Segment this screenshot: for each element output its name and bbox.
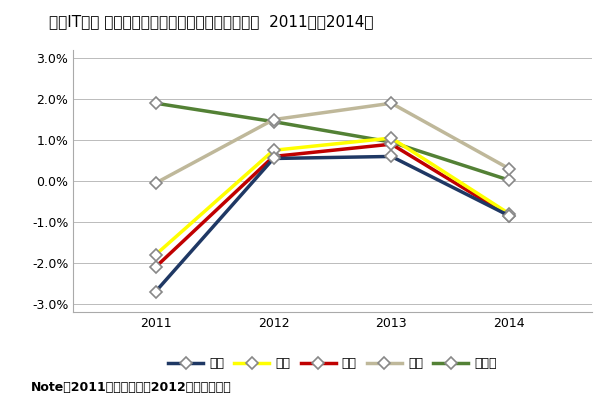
金融 xyxy=(388,154,395,159)
医療 xyxy=(152,181,159,186)
Line: 官公庁: 官公庁 xyxy=(151,99,514,184)
製造 xyxy=(270,148,277,153)
Line: 製造: 製造 xyxy=(151,134,514,259)
Text: 国内IT市場 主要産業の前年比成長率の推移予測：  2011年～2014年: 国内IT市場 主要産業の前年比成長率の推移予測： 2011年～2014年 xyxy=(49,14,373,29)
金融 xyxy=(506,213,513,218)
流通 xyxy=(270,154,277,159)
Line: 流通: 流通 xyxy=(151,140,514,271)
官公庁 xyxy=(152,101,159,106)
Line: 金融: 金融 xyxy=(151,152,514,296)
医療 xyxy=(388,101,395,106)
Line: 医療: 医療 xyxy=(151,99,514,187)
製造 xyxy=(506,211,513,216)
官公庁 xyxy=(388,140,395,144)
官公庁 xyxy=(270,119,277,124)
金融 xyxy=(270,156,277,161)
流通 xyxy=(506,213,513,218)
流通 xyxy=(388,142,395,146)
官公庁 xyxy=(506,178,513,182)
Text: Note：2011年は実績値、2012年以降は予測: Note：2011年は実績値、2012年以降は予測 xyxy=(30,381,231,394)
医療 xyxy=(506,166,513,171)
金融 xyxy=(152,289,159,294)
流通 xyxy=(152,264,159,269)
医療 xyxy=(270,117,277,122)
製造 xyxy=(388,136,395,140)
Legend: 金融, 製造, 流通, 医療, 官公庁: 金融, 製造, 流通, 医療, 官公庁 xyxy=(163,352,502,375)
製造 xyxy=(152,252,159,257)
